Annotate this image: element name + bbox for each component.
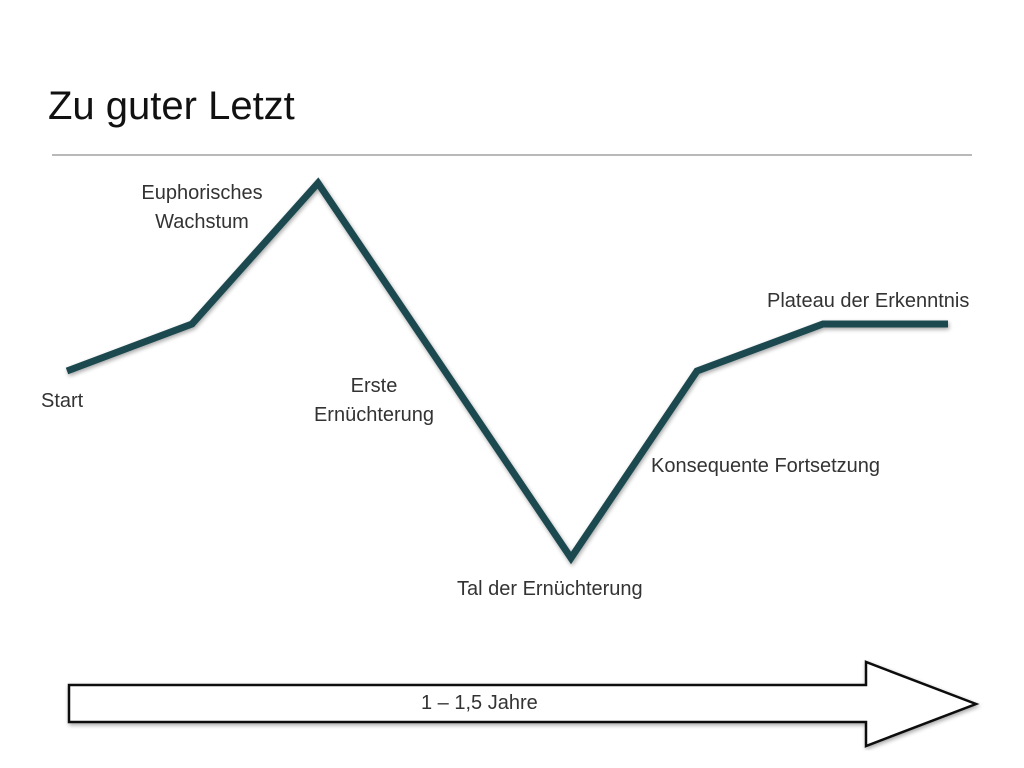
title-divider <box>52 154 972 156</box>
right-arrow-icon <box>67 660 980 748</box>
slide-title: Zu guter Letzt <box>48 84 295 128</box>
timeline-duration-label: 1 – 1,5 Jahre <box>421 692 538 714</box>
label-continuation: Konsequente Fortsetzung <box>651 455 881 477</box>
label-start: Start <box>41 390 84 412</box>
label-plateau: Plateau der Erkenntnis <box>767 290 970 312</box>
label-trough: Tal der Ernüchterung <box>457 578 643 600</box>
hype-curve-line <box>65 177 948 565</box>
label-euphoric-growth: Euphorisches Wachstum <box>141 182 263 233</box>
label-first-disillusion: Erste Ernüchterung <box>313 375 435 426</box>
